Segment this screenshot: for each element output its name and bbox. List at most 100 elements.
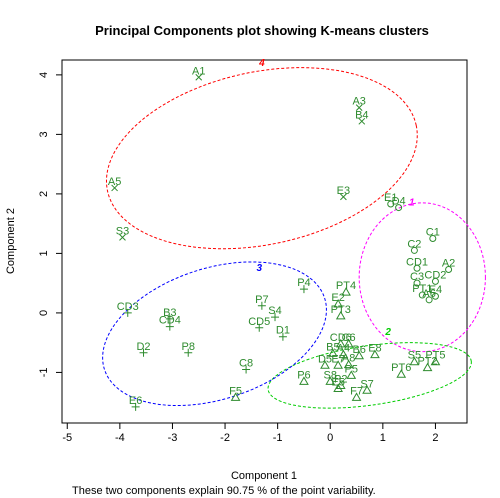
data-point-P6: P6 bbox=[297, 369, 311, 385]
point-label: F5 bbox=[229, 385, 242, 397]
data-point-D5: D5 bbox=[318, 353, 332, 369]
point-marker bbox=[271, 313, 280, 322]
x-tick-label: 0 bbox=[327, 432, 333, 444]
point-label: C8 bbox=[239, 357, 253, 369]
point-marker bbox=[119, 233, 126, 241]
y-tick-label: 1 bbox=[38, 250, 50, 256]
point-label: PT2 bbox=[417, 356, 437, 368]
data-point-C3: C3 bbox=[410, 271, 424, 287]
point-label: P6 bbox=[297, 369, 310, 381]
point-label: S7 bbox=[360, 378, 373, 390]
data-point-A1: A1 bbox=[192, 65, 205, 81]
point-label: PT1 bbox=[412, 283, 432, 295]
data-point-E3: E3 bbox=[337, 185, 350, 201]
cluster-ellipse-1 bbox=[358, 202, 486, 353]
x-tick-label: 1 bbox=[380, 432, 386, 444]
y-tick-label: 2 bbox=[38, 191, 50, 197]
point-label: CD6 bbox=[330, 332, 352, 344]
point-label: C2 bbox=[407, 238, 421, 250]
x-axis-title: Component 1 bbox=[231, 470, 297, 482]
data-point-P5: P5 bbox=[345, 363, 358, 379]
data-point-B3: B3 bbox=[163, 307, 177, 323]
point-label: A5 bbox=[108, 176, 121, 188]
data-point-F7: F7 bbox=[350, 385, 363, 401]
point-label: PT5 bbox=[425, 350, 445, 362]
point-label: C3 bbox=[410, 271, 424, 283]
point-label: E4 bbox=[429, 284, 442, 296]
point-label: E3 bbox=[337, 185, 350, 197]
data-point-PT2: PT2 bbox=[417, 356, 438, 372]
point-label: PT3 bbox=[331, 304, 351, 316]
chart-title: Principal Components plot showing K-mean… bbox=[95, 23, 429, 38]
point-marker bbox=[395, 204, 403, 212]
x-tick-label: -4 bbox=[115, 432, 125, 444]
variability-footnote: These two components explain 90.75 % of … bbox=[72, 485, 376, 497]
point-marker bbox=[425, 296, 433, 304]
point-marker bbox=[299, 285, 308, 294]
point-marker bbox=[410, 246, 418, 254]
point-label: E5 bbox=[331, 376, 344, 388]
point-marker bbox=[320, 360, 330, 369]
point-marker bbox=[230, 392, 241, 401]
point-label: E8 bbox=[368, 343, 381, 355]
point-marker bbox=[355, 104, 363, 111]
point-marker bbox=[255, 323, 264, 332]
point-marker bbox=[111, 184, 118, 192]
data-point-PT5: PT5 bbox=[425, 350, 446, 366]
point-marker bbox=[299, 376, 309, 385]
data-point-D1: D1 bbox=[276, 325, 290, 341]
cluster-ellipses bbox=[102, 67, 486, 409]
point-marker bbox=[278, 332, 287, 341]
point-marker bbox=[445, 265, 453, 273]
point-label: P2 bbox=[334, 374, 347, 386]
data-point-E8: E8 bbox=[368, 343, 382, 359]
point-marker bbox=[333, 383, 343, 392]
point-marker bbox=[354, 350, 365, 360]
point-marker bbox=[242, 365, 251, 374]
point-marker bbox=[396, 369, 407, 378]
point-marker bbox=[257, 301, 266, 310]
point-marker bbox=[338, 349, 349, 359]
data-point-S5: S5 bbox=[408, 350, 421, 366]
y-tick-label: -1 bbox=[38, 368, 50, 378]
data-point-S7: S7 bbox=[360, 378, 374, 394]
point-label: S4 bbox=[268, 305, 281, 317]
point-label: P8 bbox=[181, 341, 194, 353]
point-label: B5 bbox=[326, 341, 339, 353]
cluster-ellipse-2 bbox=[267, 342, 472, 409]
point-marker bbox=[184, 348, 193, 357]
point-marker bbox=[335, 338, 346, 348]
point-marker bbox=[123, 308, 132, 317]
cluster-label-1: 1 bbox=[409, 198, 415, 209]
point-label: B4 bbox=[355, 109, 368, 121]
point-label: A2 bbox=[442, 257, 455, 269]
data-point-PT1: PT1 bbox=[412, 283, 432, 299]
point-marker bbox=[431, 292, 439, 300]
point-label: S8 bbox=[324, 369, 337, 381]
cluster-ellipse-3 bbox=[102, 261, 327, 407]
point-marker bbox=[165, 314, 174, 323]
point-label: D1 bbox=[276, 325, 290, 337]
data-point-S8: S8 bbox=[324, 369, 337, 385]
point-label: S5 bbox=[408, 350, 421, 362]
data-point-C6: C6 bbox=[342, 332, 356, 348]
data-point-CD5: CD5 bbox=[248, 316, 270, 332]
x-tick-label: -2 bbox=[220, 432, 230, 444]
data-point-E6: E6 bbox=[129, 395, 142, 411]
data-point-B6: B6 bbox=[352, 344, 366, 360]
data-point-F5: F5 bbox=[229, 385, 242, 401]
data-point-A4: A4 bbox=[337, 343, 350, 359]
point-label: D4 bbox=[392, 196, 406, 208]
data-point-S4: S4 bbox=[268, 305, 282, 322]
point-label: B6 bbox=[352, 344, 365, 356]
point-marker bbox=[413, 264, 421, 272]
point-marker bbox=[195, 73, 203, 81]
data-point-CD4: CD4 bbox=[159, 315, 181, 331]
point-label: B3 bbox=[163, 307, 176, 319]
point-marker bbox=[430, 356, 441, 366]
data-point-A3: A3 bbox=[352, 96, 366, 111]
point-label: S3 bbox=[116, 225, 129, 237]
data-point-PT6: PT6 bbox=[391, 362, 411, 378]
data-point-A2: A2 bbox=[442, 257, 455, 273]
